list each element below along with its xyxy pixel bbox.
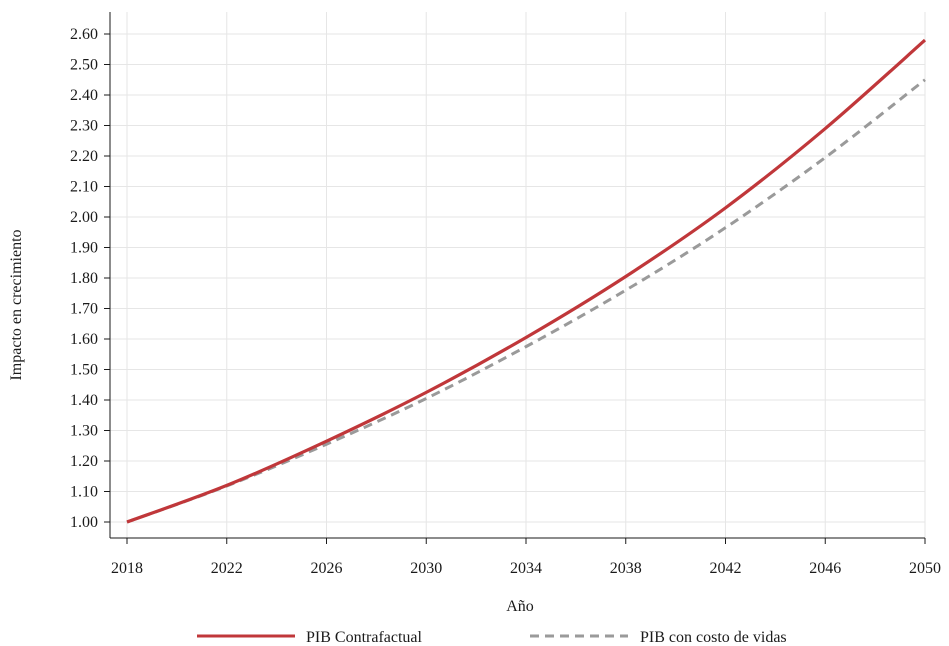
y-tick-label: 1.70 [70, 301, 98, 318]
x-tick-label: 2026 [311, 560, 343, 577]
y-tick-label: 1.30 [70, 423, 98, 440]
grid [110, 12, 926, 538]
y-tick-label: 2.30 [70, 118, 98, 135]
y-tick-label: 1.00 [70, 514, 98, 531]
y-tick-label: 2.10 [70, 179, 98, 196]
y-tick-label: 1.90 [70, 240, 98, 257]
legend-label-pib-contrafactual: PIB Contrafactual [306, 629, 423, 646]
series-line-0 [126, 38, 927, 524]
x-tick-label: 2042 [710, 560, 742, 577]
x-tick-label: 2050 [909, 560, 941, 577]
y-axis-title: Impacto en crecimiento [8, 229, 25, 380]
legend: PIB Contrafactual PIB con costo de vidas [197, 629, 787, 646]
axes [109, 12, 925, 539]
y-tick-label: 1.20 [70, 453, 98, 470]
legend-label-pib-con-costo-de-vidas: PIB con costo de vidas [640, 629, 787, 646]
x-axis-title: Año [506, 598, 534, 615]
x-tick-label: 2046 [809, 560, 841, 577]
x-tick-label: 2034 [510, 560, 542, 577]
y-tick-label: 1.40 [70, 392, 98, 409]
y-tick-label: 2.20 [70, 148, 98, 165]
y-tick-label: 2.00 [70, 209, 98, 226]
x-tick-label: 2022 [211, 560, 243, 577]
x-ticks: 2018 2022 2026 2030 2034 2038 2042 2046 2050 [111, 538, 941, 577]
y-ticks: 1.00 1.10 1.20 1.30 1.40 1.50 1.60 1.70 1.80 1.90… [70, 26, 110, 531]
x-tick-label: 2030 [410, 560, 442, 577]
y-tick-label: 1.60 [70, 331, 98, 348]
y-tick-label: 2.40 [70, 87, 98, 104]
y-tick-label: 1.80 [70, 270, 98, 287]
y-tick-label: 1.10 [70, 484, 98, 501]
y-tick-label: 2.60 [70, 26, 98, 43]
y-tick-label: 2.50 [70, 57, 98, 74]
x-tick-label: 2038 [610, 560, 642, 577]
x-tick-label: 2018 [111, 560, 143, 577]
y-tick-label: 1.50 [70, 362, 98, 379]
series [126, 38, 927, 524]
